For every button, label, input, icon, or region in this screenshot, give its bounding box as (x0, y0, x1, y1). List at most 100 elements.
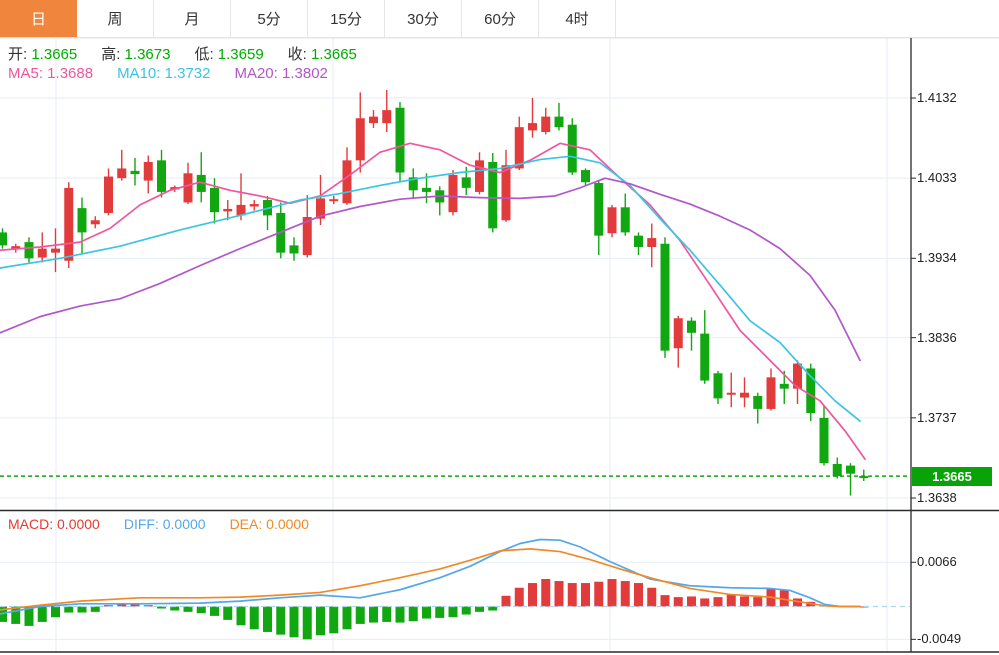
candle-body (130, 170, 140, 175)
candle-body (779, 383, 789, 389)
candle-body (581, 170, 590, 183)
macd-histogram-bar (382, 606, 392, 622)
macd-histogram-bar (263, 606, 272, 632)
macd-histogram-bar (302, 606, 312, 640)
diff-value: DIFF: 0.0000 (123, 516, 206, 532)
candle-body (316, 198, 325, 219)
candle-body (740, 392, 749, 398)
candle-body (11, 246, 21, 250)
macd-histogram-bar (620, 581, 630, 607)
candle-body (859, 476, 869, 479)
macd-histogram-bar (24, 606, 34, 626)
candle-body (117, 168, 127, 179)
price-tick-label: 1.3836 (917, 329, 957, 345)
macd-histogram-bar (475, 606, 484, 612)
macd-histogram-bar (700, 598, 710, 607)
candle-body (249, 204, 259, 207)
macd-histogram-bar (740, 596, 749, 607)
candle-body (395, 107, 405, 173)
macd-histogram-bar (249, 606, 259, 630)
candle-body (37, 248, 47, 258)
ma10-value: MA10: 1.3732 (117, 65, 211, 82)
candle-body (488, 161, 498, 229)
macd-histogram-bar (501, 595, 511, 607)
candle-body (461, 177, 471, 188)
macd-histogram-bar (77, 606, 87, 613)
ohlc-info-row: 开: 1.3665 高: 1.3673 低: 1.3659 收: 1.3665 (8, 43, 381, 64)
macd-histogram-bar (11, 606, 21, 624)
price-tick-label: 1.4033 (917, 170, 957, 186)
macd-histogram-bar (567, 583, 577, 607)
macd-value: MACD: 0.0000 (8, 516, 100, 532)
macd-histogram-bar (726, 594, 736, 607)
macd-histogram-bar (117, 604, 127, 607)
candle-body (753, 395, 763, 409)
price-tick-label: 1.3638 (917, 489, 957, 505)
high-value: 高: 1.3673 (101, 46, 171, 63)
tab-day[interactable]: 日 (0, 0, 77, 37)
candle-body (408, 177, 418, 191)
ma5-value: MA5: 1.3688 (8, 65, 94, 82)
last-price-tag: 1.3665 (912, 466, 992, 486)
macd-histogram-bar (660, 595, 670, 607)
candle-body (302, 217, 312, 256)
close-value: 收: 1.3665 (287, 46, 357, 63)
macd-histogram-bar (753, 597, 763, 607)
macd-histogram-bar (647, 587, 657, 607)
macd-histogram-bar (435, 606, 445, 618)
macd-histogram-bar (594, 581, 604, 607)
tab-60min[interactable]: 60分 (462, 0, 539, 37)
macd-histogram-bar (488, 606, 498, 611)
macd-histogram-bar (369, 606, 378, 623)
tab-30min[interactable]: 30分 (385, 0, 462, 37)
macd-histogram-bar (329, 606, 339, 634)
ma20-value: MA20: 1.3802 (234, 65, 328, 82)
candle-body (528, 123, 537, 131)
macd-histogram-bar (276, 606, 286, 635)
tab-month[interactable]: 月 (154, 0, 231, 37)
tab-5min[interactable]: 5分 (231, 0, 308, 37)
candle-body (90, 220, 100, 225)
macd-histogram-bar (713, 597, 723, 607)
candle-body (342, 160, 352, 204)
candle-body (819, 417, 829, 464)
macd-histogram-bar (130, 604, 140, 607)
macd-histogram-bar (554, 581, 564, 607)
macd-histogram-bar (223, 606, 233, 620)
macd-histogram-bar (51, 606, 60, 618)
macd-histogram-bar (634, 583, 643, 607)
open-value: 开: 1.3665 (8, 46, 78, 63)
candle-body (846, 465, 855, 474)
candle-body (143, 161, 153, 181)
candle-body (673, 318, 683, 349)
macd-histogram-bar (316, 606, 325, 636)
candle-body (687, 320, 696, 333)
macd-histogram-bar (355, 606, 365, 624)
tab-4hour[interactable]: 4时 (539, 0, 616, 37)
candle-body (223, 208, 233, 212)
candle-body (329, 199, 339, 202)
macd-histogram-bar (581, 583, 590, 607)
price-tick-label: 1.4132 (917, 90, 957, 105)
macd-histogram-bar (170, 606, 180, 611)
candle-body (514, 127, 524, 169)
macd-histogram-bar (64, 606, 74, 613)
candle-body (793, 363, 802, 389)
candle-body (64, 187, 74, 261)
ma5-line (0, 142, 866, 460)
macd-histogram-bar (673, 597, 683, 607)
candle-body (369, 116, 378, 124)
macd-histogram-bar (607, 579, 617, 607)
macd-histogram-bar (157, 606, 166, 609)
price-tick-label: 1.3934 (917, 250, 957, 266)
tab-week[interactable]: 周 (77, 0, 154, 37)
candle-body (806, 368, 816, 413)
candle-body (355, 118, 365, 161)
macd-histogram-bar (289, 606, 299, 638)
macd-histogram-bar (395, 606, 405, 623)
macd-histogram-bar (90, 606, 100, 612)
candle-body (422, 187, 431, 192)
candle-body (289, 245, 299, 254)
tab-15min[interactable]: 15分 (308, 0, 385, 37)
